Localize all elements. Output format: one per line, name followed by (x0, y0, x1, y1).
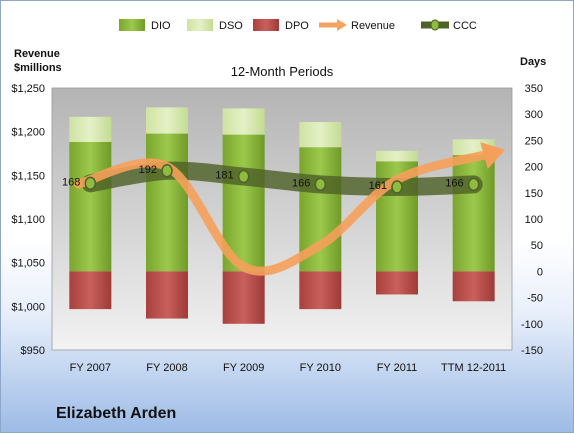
legend-marker-ccc (430, 19, 440, 31)
revenue-arrowhead (480, 142, 506, 170)
left-axis-label-line2: $millions (14, 62, 62, 74)
ccc-marker (391, 180, 403, 194)
bar-dpo (376, 271, 418, 295)
right-tick-label: 150 (525, 188, 543, 200)
x-tick-label: FY 2007 (70, 362, 111, 374)
x-tick-label: TTM 12-2011 (441, 362, 506, 374)
chart-title: 12-Month Periods (231, 64, 334, 79)
legend: DIO DSO DPO Revenue CCC (119, 19, 477, 32)
legend-label: DPO (285, 20, 309, 32)
revenue-line (73, 149, 497, 276)
legend-swatch-dso (187, 19, 213, 31)
bar-dso (146, 107, 188, 134)
x-tick-label: FY 2008 (146, 362, 187, 374)
left-tick-label: $1,100 (11, 214, 45, 226)
legend-swatch-dio (119, 19, 145, 31)
left-tick-label: $1,200 (11, 127, 45, 139)
legend-label: CCC (453, 20, 477, 32)
left-tick-label: $1,050 (11, 258, 45, 270)
x-axis: FY 2007 FY 2008 FY 2009 FY 2010 FY 2011 TTM 1… (70, 362, 507, 374)
left-tick-label: $1,250 (11, 83, 45, 95)
x-tick-label: FY 2009 (223, 362, 264, 374)
bar-dpo (146, 271, 188, 319)
legend-swatch-revenue-arrow (337, 19, 347, 31)
ccc-data-label: 161 (369, 180, 387, 192)
left-axis: $950 $1,000 $1,050 $1,100 $1,150 $1,200 $1,250 (11, 83, 45, 357)
bar-dio (452, 155, 495, 272)
bar-dio (146, 133, 188, 272)
ccc-marker (84, 176, 97, 191)
right-tick-label: 200 (525, 162, 543, 174)
right-tick-label: 350 (525, 83, 543, 95)
ccc-data-label: 166 (292, 177, 310, 189)
bar-dso (222, 108, 265, 135)
right-tick-label: -100 (521, 319, 543, 331)
right-axis-label: Days (520, 56, 546, 68)
plot-area (51, 87, 513, 351)
right-tick-label: -150 (521, 345, 543, 357)
right-tick-label: 100 (525, 214, 543, 226)
right-tick-label: 300 (525, 109, 543, 121)
ccc-data-label: 192 (139, 164, 157, 176)
x-tick-label: FY 2011 (377, 362, 418, 374)
bar-dpo (69, 271, 112, 310)
bar-dpo (222, 271, 265, 324)
bar-dso (69, 116, 112, 142)
ccc-data-label: 181 (215, 170, 233, 182)
ccc-data-label: 168 (62, 176, 80, 188)
right-axis: -150 -100 -50 0 50 100 150 200 250 300 350 (521, 83, 543, 357)
left-tick-label: $950 (21, 345, 45, 357)
ccc-marker (314, 177, 327, 192)
right-tick-label: 250 (525, 135, 543, 147)
bars (69, 107, 495, 324)
company-name: Elizabeth Arden (56, 405, 177, 422)
legend-label: Revenue (351, 20, 395, 32)
bar-dso (376, 150, 418, 162)
bar-dio (69, 141, 112, 272)
right-tick-label: -50 (527, 293, 543, 305)
ccc-marker (161, 164, 173, 178)
lines: 168 192 181 166 161 166 (62, 142, 506, 276)
left-axis-label-line1: Revenue (14, 48, 60, 60)
right-tick-label: 0 (537, 266, 543, 278)
legend-label: DSO (219, 20, 243, 32)
x-tick-label: FY 2010 (300, 362, 341, 374)
legend-label: DIO (151, 20, 171, 32)
ccc-data-label: 166 (445, 177, 463, 189)
left-tick-label: $1,150 (11, 170, 45, 182)
legend-swatch-dpo (253, 19, 279, 31)
bar-dpo (452, 271, 495, 302)
left-tick-label: $1,000 (11, 301, 45, 313)
bar-dso (299, 122, 342, 148)
ccc-marker (237, 169, 250, 184)
bar-dpo (299, 271, 342, 310)
ccc-marker (467, 177, 480, 192)
right-tick-label: 50 (531, 240, 543, 252)
ccc-line (81, 161, 483, 197)
